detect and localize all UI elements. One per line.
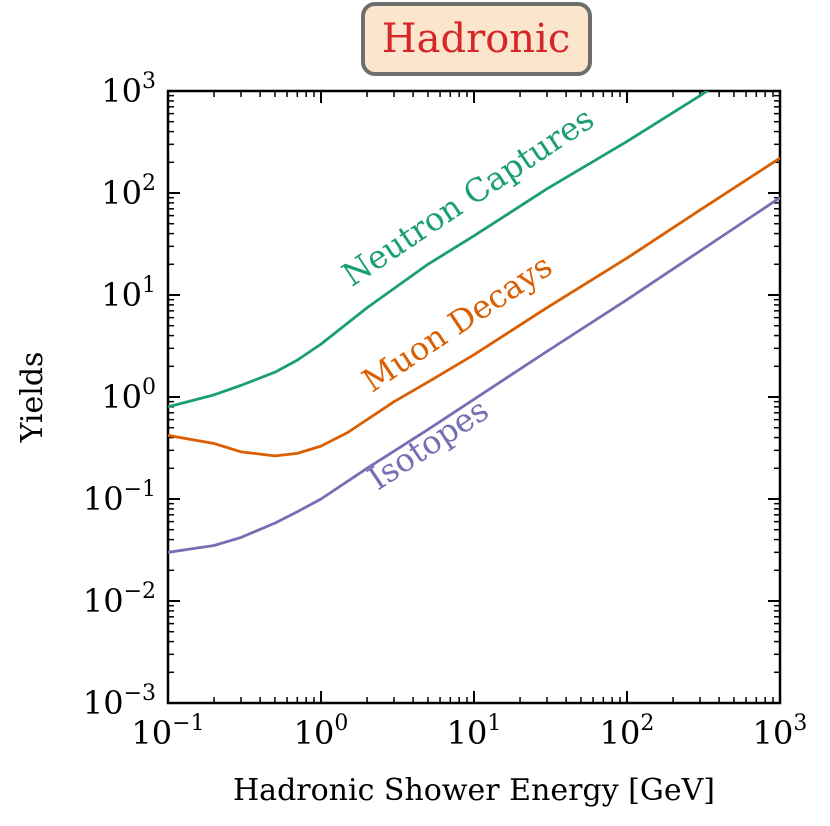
chart-title: Hadronic: [382, 16, 571, 62]
x-tick-label: 101: [447, 711, 502, 752]
title-box-frame: [361, 2, 592, 76]
x-axis-label: Hadronic Shower Energy [GeV]: [233, 773, 715, 808]
y-tick-label: 101: [101, 273, 156, 314]
x-tick-label: 103: [753, 711, 808, 752]
x-tick-labels: 10−1 100 101 102 103: [131, 711, 807, 752]
y-tick-label: 10−2: [83, 579, 156, 620]
annotation-isotopes: Isotopes: [361, 391, 495, 498]
y-tick-label: 10−1: [83, 477, 156, 518]
y-tick-label: 102: [101, 171, 156, 212]
series-lines: [168, 91, 780, 554]
series-line-isotopes: [168, 196, 780, 554]
series-line-muon-decays: [168, 156, 780, 458]
x-tick-label: 102: [600, 711, 655, 752]
y-tick-label: 100: [101, 375, 156, 416]
annotation-neutron-captures: Neutron Captures: [335, 99, 601, 294]
series-line-neutron-captures: [168, 91, 710, 409]
axis-ticks: [167, 90, 781, 704]
x-tick-label: 100: [294, 711, 349, 752]
y-axis-label: Yields: [15, 352, 50, 444]
y-tick-label: 10−3: [83, 681, 156, 722]
y-tick-labels: 10−3 10−2 10−1 100 101 102 103: [83, 69, 156, 722]
y-tick-label: 103: [101, 69, 156, 110]
x-tick-label: 10−1: [131, 711, 204, 752]
title-box: Hadronic: [361, 2, 592, 76]
